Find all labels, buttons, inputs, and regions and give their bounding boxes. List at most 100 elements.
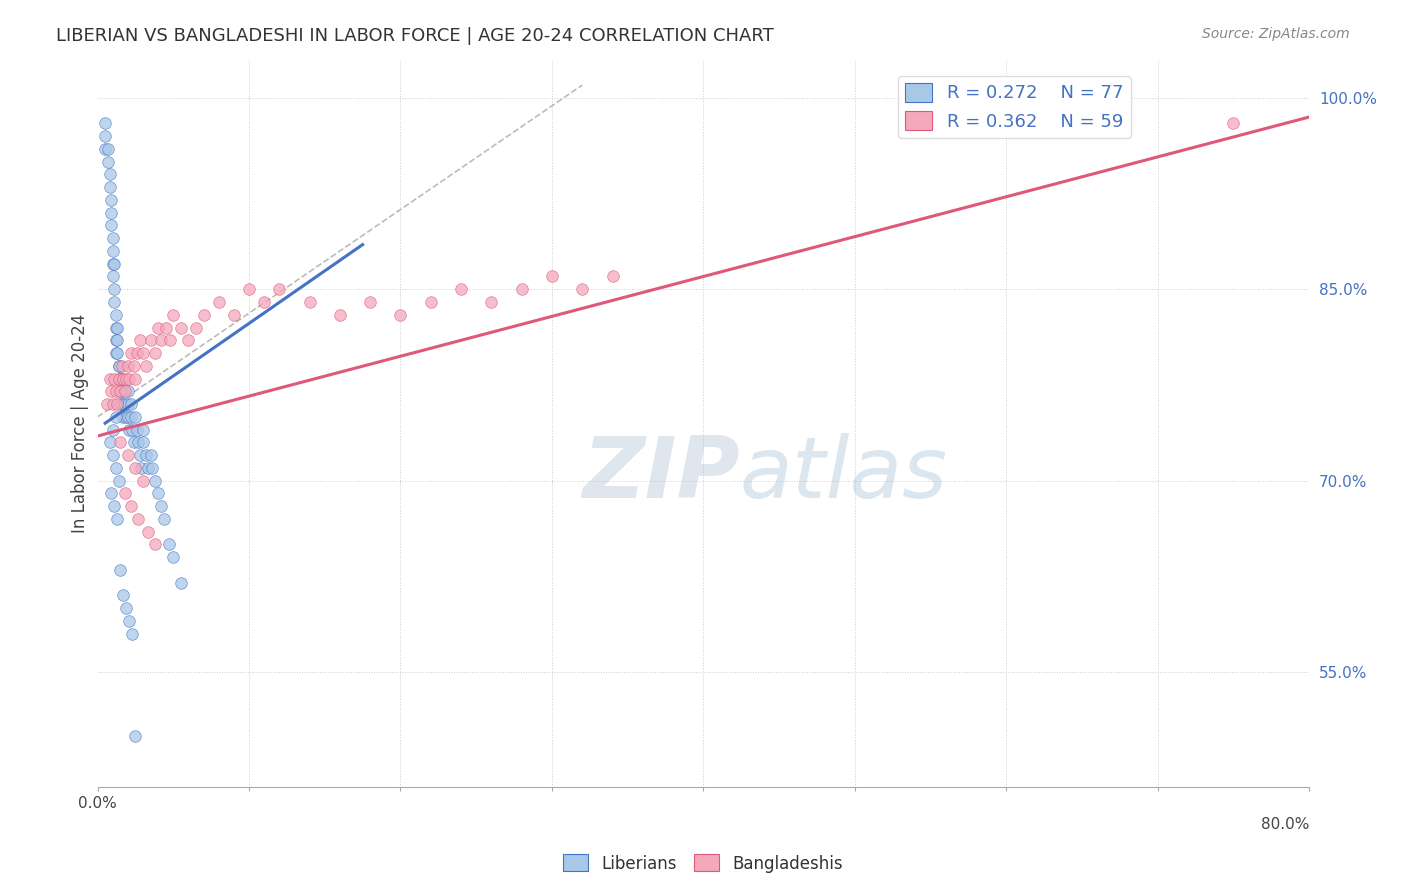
Point [105,397,128,411]
Point [94,116,117,130]
Point [125,346,148,360]
Point [110,563,132,577]
Point [129,333,152,347]
Point [131,461,153,475]
Point [135,359,157,373]
Point [238,282,260,296]
Point [125,423,148,437]
Point [139,448,162,462]
Point [105,346,128,360]
Point [159,333,181,347]
Point [97,142,120,156]
Point [112,589,135,603]
Point [112,409,135,424]
Point [107,359,129,373]
Point [157,537,180,551]
Point [107,371,129,385]
Point [98,371,121,385]
Point [136,461,159,475]
Point [114,486,136,500]
Point [117,448,139,462]
Point [121,626,143,640]
Point [124,729,146,743]
Point [115,601,138,615]
Point [97,154,120,169]
Point [101,423,124,437]
Point [127,435,149,450]
Point [101,448,124,462]
Point [98,435,121,450]
Point [118,423,141,437]
Point [602,269,624,284]
Point [101,244,124,258]
Point [132,346,155,360]
Point [101,257,124,271]
Point [100,384,122,399]
Point [107,359,129,373]
Point [143,346,166,360]
Point [170,320,193,334]
Point [143,537,166,551]
Point [110,435,132,450]
Point [450,282,472,296]
Point [100,486,122,500]
Point [100,205,122,219]
Point [127,512,149,526]
Point [104,346,127,360]
Point [153,512,176,526]
Legend: Liberians, Bangladeshis: Liberians, Bangladeshis [557,847,849,880]
Point [124,371,146,385]
Point [110,384,132,399]
Point [146,486,169,500]
Point [103,499,125,513]
Point [121,423,143,437]
Point [329,308,352,322]
Text: atlas: atlas [740,433,948,516]
Point [118,614,141,628]
Point [105,333,128,347]
Point [269,282,291,296]
Point [139,333,162,347]
Point [110,397,132,411]
Point [111,371,134,385]
Point [94,142,117,156]
Point [107,371,129,385]
Point [111,384,134,399]
Point [170,575,193,590]
Point [150,499,173,513]
Point [94,129,117,144]
Point [117,397,139,411]
Text: Source: ZipAtlas.com: Source: ZipAtlas.com [1202,27,1350,41]
Point [208,295,231,310]
Point [150,333,173,347]
Point [117,409,139,424]
Point [96,397,118,411]
Point [120,409,142,424]
Text: ZIP: ZIP [582,433,740,516]
Point [103,371,125,385]
Point [132,435,155,450]
Point [136,524,159,539]
Point [120,499,142,513]
Point [389,308,412,322]
Point [98,180,121,194]
Point [112,397,135,411]
Point [177,333,200,347]
Point [122,435,145,450]
Point [100,219,122,233]
Point [110,371,132,385]
Point [129,448,152,462]
Point [117,384,139,399]
Point [541,269,564,284]
Point [298,295,321,310]
Point [110,384,132,399]
Legend: R = 0.272    N = 77, R = 0.362    N = 59: R = 0.272 N = 77, R = 0.362 N = 59 [898,76,1130,138]
Point [117,359,139,373]
Point [479,295,502,310]
Text: LIBERIAN VS BANGLADESHI IN LABOR FORCE | AGE 20-24 CORRELATION CHART: LIBERIAN VS BANGLADESHI IN LABOR FORCE |… [56,27,773,45]
Point [104,384,127,399]
Point [253,295,276,310]
Point [124,461,146,475]
Point [118,371,141,385]
Point [124,409,146,424]
